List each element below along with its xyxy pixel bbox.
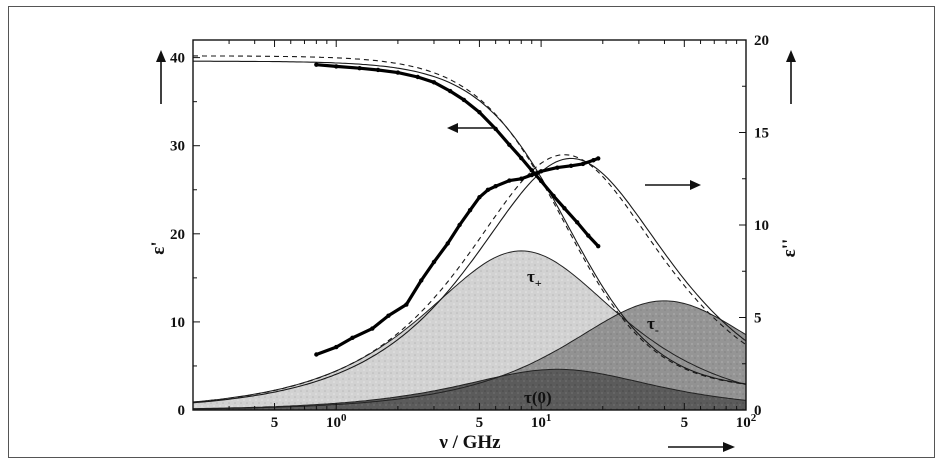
x-tick-label: 5 (271, 415, 279, 431)
eps-dbl-data-point (467, 208, 473, 213)
x-tick-label: 100 (326, 412, 347, 431)
tau-minus-label: τ- (647, 314, 659, 337)
eps-prime-data-point (461, 97, 467, 103)
eps-dbl-data-point (568, 163, 574, 168)
eps-prime-data-point (519, 155, 524, 161)
eps-dbl-data-point (529, 172, 534, 178)
eps-prime-data-point (529, 168, 534, 173)
eps-dbl-data-point (431, 259, 437, 265)
y-right-tick-label: 10 (754, 218, 769, 234)
eps-prime-data-point (586, 233, 591, 238)
tau-zero-area (193, 369, 746, 410)
eps-dbl-data-point (596, 156, 601, 161)
eps-prime-data-point (447, 88, 453, 94)
y-left-tick-label: 10 (170, 315, 185, 331)
eps-dbl-data-point (370, 326, 375, 331)
eps-prime-data-point (415, 74, 420, 80)
eps-dbl-fit-dashed (193, 154, 746, 403)
y-right-tick-label: 15 (754, 126, 769, 142)
x-axis-direction-arrow (668, 442, 735, 452)
eps-prime-data-point (507, 142, 512, 148)
eps-dbl-data-point (419, 278, 424, 283)
eps-dbl-direction-arrow (645, 180, 701, 190)
right-axis-direction-arrow (786, 50, 796, 104)
eps-prime-fit-dashed (193, 55, 746, 385)
y-right-tick-label: 0 (754, 403, 762, 419)
eps-prime-data-point (431, 80, 437, 85)
eps-dbl-data-point (493, 183, 498, 189)
y-axis-right-title: ε'' (779, 239, 800, 258)
eps-prime-data-point (538, 178, 544, 184)
eps-dbl-data-point (477, 195, 482, 200)
x-axis-title: ν / GHz (438, 432, 501, 453)
eps-dbl-data-point (507, 178, 512, 183)
y-left-tick-label: 20 (170, 227, 185, 243)
eps-dbl-data-point (350, 335, 355, 341)
y-left-tick-label: 0 (178, 403, 186, 419)
eps-prime-data-point (357, 65, 362, 71)
eps-prime-data-point (574, 220, 580, 225)
x-tick-label: 101 (531, 412, 552, 431)
eps-dbl-data-point (334, 344, 339, 350)
y-right-tick-label: 5 (754, 311, 762, 327)
eps-prime-data-point (596, 243, 601, 249)
x-tick-label: 5 (681, 415, 689, 431)
left-axis-direction-arrow (156, 50, 166, 104)
figure-frame (8, 6, 935, 458)
eps-dbl-data-point (445, 241, 450, 246)
eps-dbl-data-point (404, 302, 409, 307)
y-right-tick-label: 20 (754, 33, 769, 49)
eps-prime-data-point (375, 67, 381, 73)
eps-dbl-data-point (538, 169, 544, 174)
eps-prime-data-point (334, 64, 339, 69)
tau-zero-label: τ(0) (524, 388, 552, 407)
eps-prime-data-point (551, 193, 556, 199)
eps-prime-data-point (562, 206, 567, 211)
eps-dbl-data-point (519, 176, 524, 181)
eps-prime-fit-solid (193, 60, 746, 385)
eps-prime-data-point (477, 110, 482, 115)
y-left-tick-label: 30 (170, 139, 185, 155)
eps-dbl-data-point (555, 165, 560, 170)
y-left-tick-label: 40 (170, 51, 185, 67)
tau-minus-curve (193, 300, 746, 410)
eps-dbl-data-point (457, 222, 462, 228)
eps-dbl-fit-solid (193, 157, 746, 404)
eps-prime-data-trace (316, 63, 600, 248)
y-axis-left-title: ε' (148, 241, 169, 254)
x-tick-label: 5 (476, 415, 484, 431)
eps-dbl-data-point (591, 158, 596, 163)
eps-prime-data-point (395, 70, 401, 75)
eps-prime-direction-arrow (447, 123, 494, 133)
eps-prime-data-point (493, 126, 498, 132)
eps-dbl-data-point (580, 161, 586, 167)
eps-prime-data-point (314, 62, 319, 67)
eps-dbl-data-point (314, 352, 319, 357)
eps-dbl-data-point (386, 313, 391, 318)
eps-dbl-data-point (485, 187, 491, 193)
tau-zero-curve (193, 368, 746, 410)
